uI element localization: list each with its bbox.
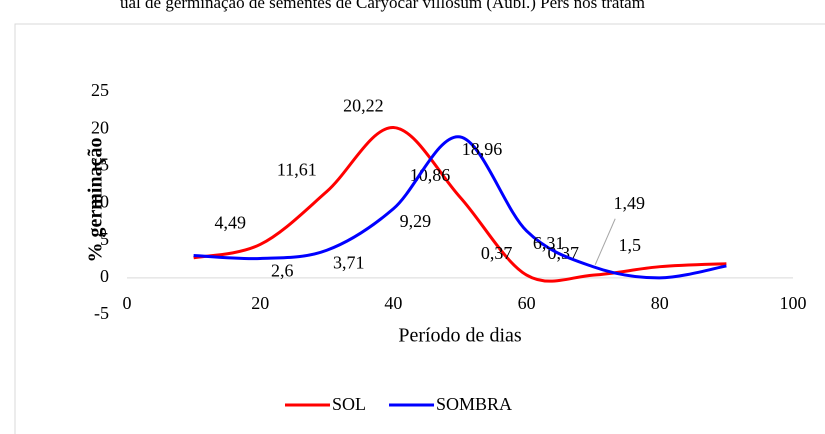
line xyxy=(193,135,727,280)
data-label: 20,22 xyxy=(343,96,384,116)
data-label: 0,37 xyxy=(481,243,513,263)
data-label: 4,49 xyxy=(214,213,246,233)
chart-title: ual de germinação de sementes de Caryoca… xyxy=(120,0,645,12)
chart-frame xyxy=(14,23,825,434)
x-axis-title: Período de dias xyxy=(398,325,522,347)
x-tick-label: 100 xyxy=(780,293,807,313)
legend-label: SOL xyxy=(332,394,366,414)
y-tick-label: 5 xyxy=(100,229,109,249)
data-label: 9,29 xyxy=(400,211,432,231)
data-label: 1,5 xyxy=(619,235,642,255)
x-tick-label: 80 xyxy=(651,293,669,313)
y-tick-label: 25 xyxy=(91,80,109,100)
x-tick-label: 60 xyxy=(518,293,536,313)
x-tick-label: 0 xyxy=(123,293,132,313)
y-axis-title: % germinação xyxy=(85,138,107,263)
data-label: 1,49 xyxy=(613,193,645,213)
data-label: 11,61 xyxy=(277,160,317,180)
y-tick-label: 20 xyxy=(91,117,109,137)
data-label: 3,71 xyxy=(333,252,365,272)
y-tick-label: -5 xyxy=(94,303,109,323)
x-tick-label: 20 xyxy=(251,293,269,313)
y-tick-label: 0 xyxy=(100,266,109,286)
legend-label: SOMBRA xyxy=(436,394,512,414)
line xyxy=(193,126,727,283)
data-label: 6,31 xyxy=(533,233,565,253)
data-label: 2,6 xyxy=(271,261,294,281)
y-tick-label: 15 xyxy=(91,154,109,174)
data-label: 18,96 xyxy=(462,139,503,159)
y-tick-label: 10 xyxy=(91,192,109,212)
data-label: 10,86 xyxy=(410,165,451,185)
leader-line xyxy=(594,218,616,265)
x-tick-label: 40 xyxy=(384,293,402,313)
